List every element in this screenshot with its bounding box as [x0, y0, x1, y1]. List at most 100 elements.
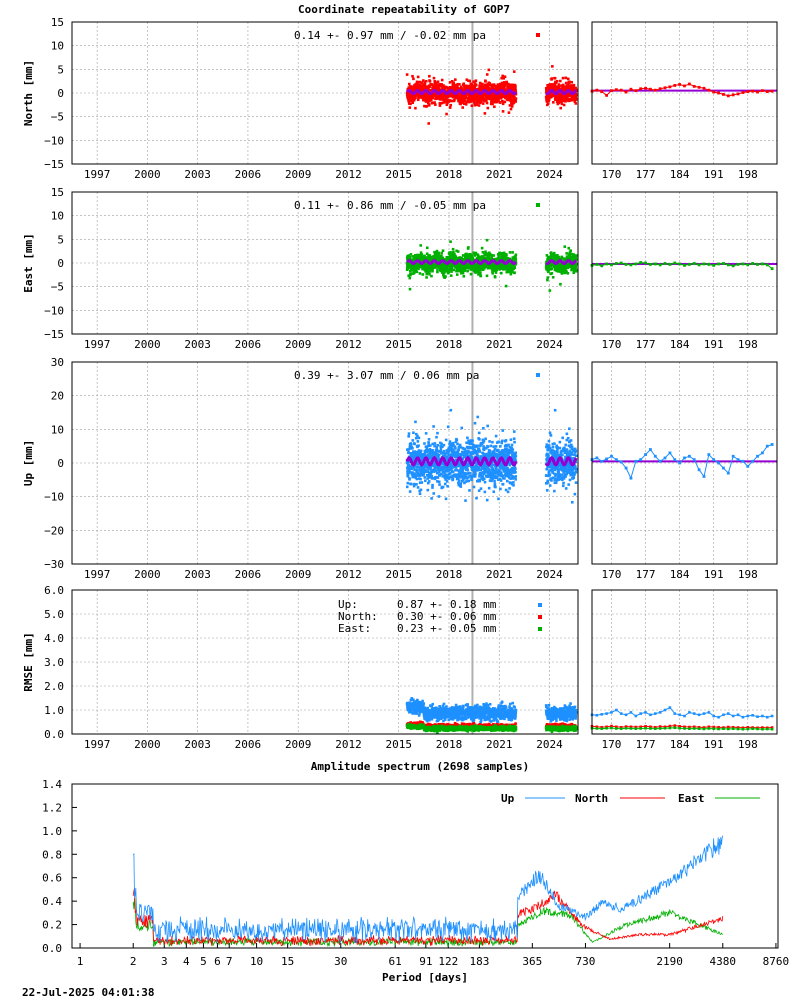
- doy-tick-label: 198: [738, 338, 758, 351]
- zoom-data-point: [619, 261, 623, 265]
- data-point: [550, 86, 554, 89]
- data-point: [414, 263, 418, 266]
- data-point: [572, 271, 576, 275]
- data-point: [474, 252, 478, 256]
- data-point: [437, 470, 441, 474]
- data-point: [511, 85, 514, 89]
- data-point: [488, 473, 491, 477]
- y-tick-label: 15: [51, 186, 64, 199]
- data-point: [484, 464, 487, 467]
- data-point: [448, 475, 452, 479]
- data-point: [483, 266, 486, 270]
- legend-marker: [536, 203, 540, 207]
- data-point: [481, 82, 484, 86]
- data-point: [411, 264, 415, 268]
- data-point: [470, 474, 474, 478]
- zoom-data-point: [624, 263, 628, 266]
- data-point: [467, 266, 471, 270]
- data-point: [504, 284, 508, 288]
- data-point: [478, 81, 482, 85]
- data-point: [451, 85, 455, 89]
- data-point: [573, 100, 577, 104]
- data-point: [467, 246, 470, 249]
- figure-title: Coordinate repeatability of GOP7: [298, 3, 510, 16]
- data-point: [506, 257, 510, 260]
- data-point: [485, 101, 489, 105]
- data-point: [509, 96, 512, 99]
- data-point: [469, 268, 472, 271]
- data-point: [461, 468, 465, 472]
- data-point: [465, 468, 468, 472]
- data-point: [427, 104, 431, 107]
- zoom-data-point: [653, 262, 657, 266]
- data-point: [484, 467, 488, 471]
- data-point: [463, 255, 467, 258]
- data-point: [493, 275, 497, 279]
- data-point: [407, 451, 410, 455]
- data-point: [415, 468, 418, 472]
- data-point: [448, 81, 452, 84]
- data-point: [416, 471, 420, 475]
- data-point: [507, 94, 510, 98]
- data-point: [413, 482, 416, 486]
- data-point: [418, 272, 422, 275]
- data-point: [435, 251, 439, 255]
- data-point: [448, 442, 452, 446]
- y-tick-label: 30: [51, 356, 64, 369]
- data-point: [424, 445, 428, 448]
- data-point: [458, 443, 462, 447]
- data-point: [572, 254, 576, 257]
- data-point: [450, 447, 453, 450]
- data-point: [482, 472, 486, 476]
- data-point: [414, 473, 417, 476]
- data-point: [514, 255, 517, 259]
- data-point: [450, 450, 454, 454]
- data-point: [507, 111, 511, 114]
- data-point: [414, 475, 417, 478]
- data-point: [505, 270, 509, 274]
- data-point: [449, 408, 453, 412]
- data-point: [444, 438, 448, 442]
- model-curve: [406, 258, 517, 266]
- data-point: [419, 469, 423, 473]
- data-point: [471, 439, 474, 443]
- data-point: [470, 254, 474, 257]
- data-point: [437, 480, 441, 484]
- data-point: [450, 266, 454, 270]
- data-point: [424, 432, 428, 435]
- data-point: [448, 94, 452, 98]
- data-point: [561, 76, 565, 80]
- data-point: [442, 271, 446, 275]
- data-point: [503, 75, 507, 79]
- data-point: [442, 98, 445, 101]
- data-point: [555, 100, 559, 104]
- doy-tick-label: 170: [602, 338, 622, 351]
- data-point: [574, 258, 578, 261]
- data-point: [497, 254, 500, 258]
- data-point: [502, 251, 506, 255]
- year-tick-label: 2006: [235, 338, 262, 351]
- data-point: [504, 82, 508, 86]
- data-point: [425, 246, 429, 250]
- data-point: [570, 80, 573, 84]
- data-point: [440, 254, 443, 258]
- data-point: [476, 99, 479, 102]
- doy-tick-label: 191: [704, 338, 724, 351]
- data-point: [447, 467, 451, 471]
- data-point: [433, 467, 437, 470]
- data-point: [428, 473, 431, 476]
- data-point: [417, 469, 421, 472]
- data-point: [468, 96, 471, 99]
- data-point: [486, 465, 489, 468]
- data-point: [457, 483, 461, 487]
- data-point: [508, 251, 512, 254]
- data-point: [514, 97, 518, 100]
- data-point: [407, 448, 410, 451]
- data-point: [457, 475, 461, 478]
- data-point: [485, 97, 489, 100]
- data-point: [482, 86, 485, 89]
- y-tick-label: −5: [51, 281, 64, 294]
- data-point: [494, 271, 498, 274]
- data-point: [473, 102, 477, 105]
